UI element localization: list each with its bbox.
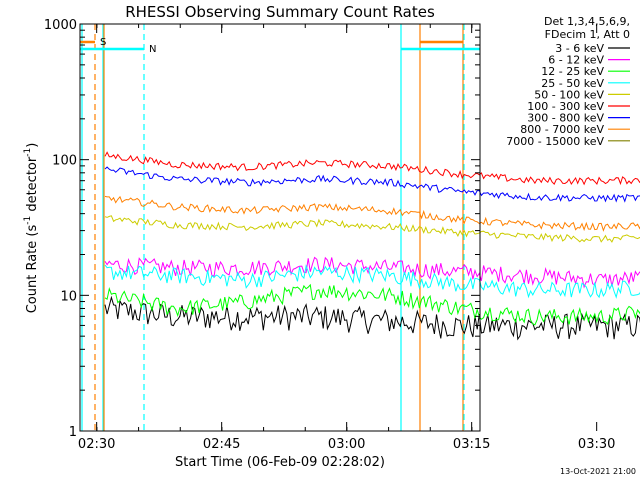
- y-tick-label-3: 1000: [44, 18, 77, 33]
- y-axis-label: Count Rate (s-1 detector-1): [23, 143, 40, 314]
- y-axis: 1 10 100 1000: [44, 18, 480, 440]
- plot-frame: [79, 23, 481, 432]
- legend-label-5: 100 - 300 keV: [527, 100, 604, 113]
- legend-label-6: 300 - 800 keV: [527, 112, 604, 125]
- y-axis-label-end: ): [25, 143, 40, 148]
- legend-header-2: FDecim 1, Att 0: [545, 28, 630, 41]
- legend: Det 1,3,4,5,6,9, FDecim 1, Att 0 3 - 6 k…: [506, 15, 630, 148]
- y-tick-label-2: 100: [52, 154, 77, 169]
- legend-label-4: 50 - 100 keV: [534, 88, 604, 101]
- y-axis-label-main: Count Rate (s: [25, 225, 40, 314]
- y-tick-label-1: 10: [60, 289, 77, 304]
- legend-label-3: 25 - 50 keV: [541, 77, 604, 90]
- x-tick-label-3: 03:15: [453, 437, 490, 452]
- x-tick-label-4: 03:30: [578, 437, 615, 452]
- y-axis-label-sup-2: -1: [23, 148, 33, 157]
- x-axis-label: Start Time (06-Feb-09 02:28:02): [175, 455, 385, 470]
- annotation-n: N: [149, 44, 156, 55]
- x-tick-label-1: 02:45: [203, 437, 240, 452]
- footer-date: 13-Oct-2021 21:00: [560, 467, 636, 476]
- chart-title: RHESSI Observing Summary Count Rates: [125, 3, 435, 21]
- legend-label-7: 800 - 7000 keV: [520, 123, 604, 136]
- x-tick-label-2: 03:00: [328, 437, 365, 452]
- annotation-s: S: [100, 37, 106, 48]
- legend-label-2: 12 - 25 keV: [541, 65, 604, 78]
- legend-label-8: 7000 - 15000 keV: [506, 135, 604, 148]
- legend-header-1: Det 1,3,4,5,6,9,: [544, 15, 630, 28]
- y-axis-label-tail: detector: [25, 156, 40, 216]
- legend-label-0: 3 - 6 keV: [555, 42, 604, 55]
- x-tick-label-0: 02:30: [78, 437, 115, 452]
- y-axis-label-sup-1: -1: [23, 216, 33, 225]
- y-tick-label-0: 1: [69, 425, 77, 440]
- legend-label-1: 6 - 12 keV: [548, 54, 604, 67]
